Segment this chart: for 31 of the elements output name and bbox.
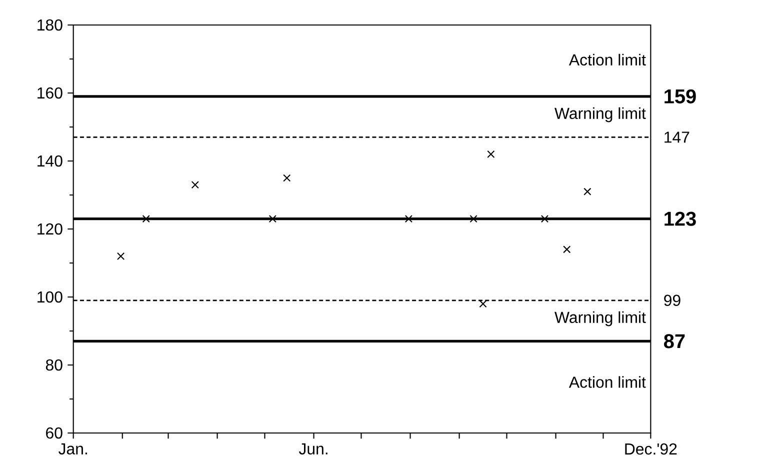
x-tick-label: Jan. (58, 443, 87, 454)
annotation: Warning limit (554, 107, 646, 122)
point (584, 188, 592, 196)
point (487, 150, 495, 158)
ref-line-label: 87 (664, 334, 685, 348)
ref-line-label: 123 (664, 212, 696, 226)
y-tick-label: 160 (38, 87, 62, 99)
point (283, 174, 291, 182)
point (142, 214, 150, 223)
point (116, 252, 125, 260)
point (540, 214, 549, 223)
y-tick-label: 100 (38, 291, 62, 303)
point (404, 214, 412, 223)
ref-line-label: 99 (664, 294, 680, 306)
y-tick-label: 140 (38, 155, 62, 167)
y-tick-label: 80 (46, 359, 62, 371)
x-tick-label: Dec.'92 (625, 443, 677, 455)
y-tick-label: 120 (38, 223, 62, 235)
y-tick-label: 180 (38, 19, 62, 31)
annotation: Action limit (568, 376, 646, 388)
point (479, 300, 487, 308)
point (191, 180, 199, 189)
point (563, 246, 571, 254)
ref-line-label: 147 (664, 132, 690, 143)
annotation: Warning limit (554, 311, 646, 326)
annotation: Action limit (568, 54, 646, 66)
x-tick-label: Jun. (298, 443, 328, 454)
y-tick-label: 60 (46, 427, 62, 439)
point (268, 214, 276, 223)
ref-line-label: 159 (664, 89, 696, 104)
point (470, 214, 478, 223)
